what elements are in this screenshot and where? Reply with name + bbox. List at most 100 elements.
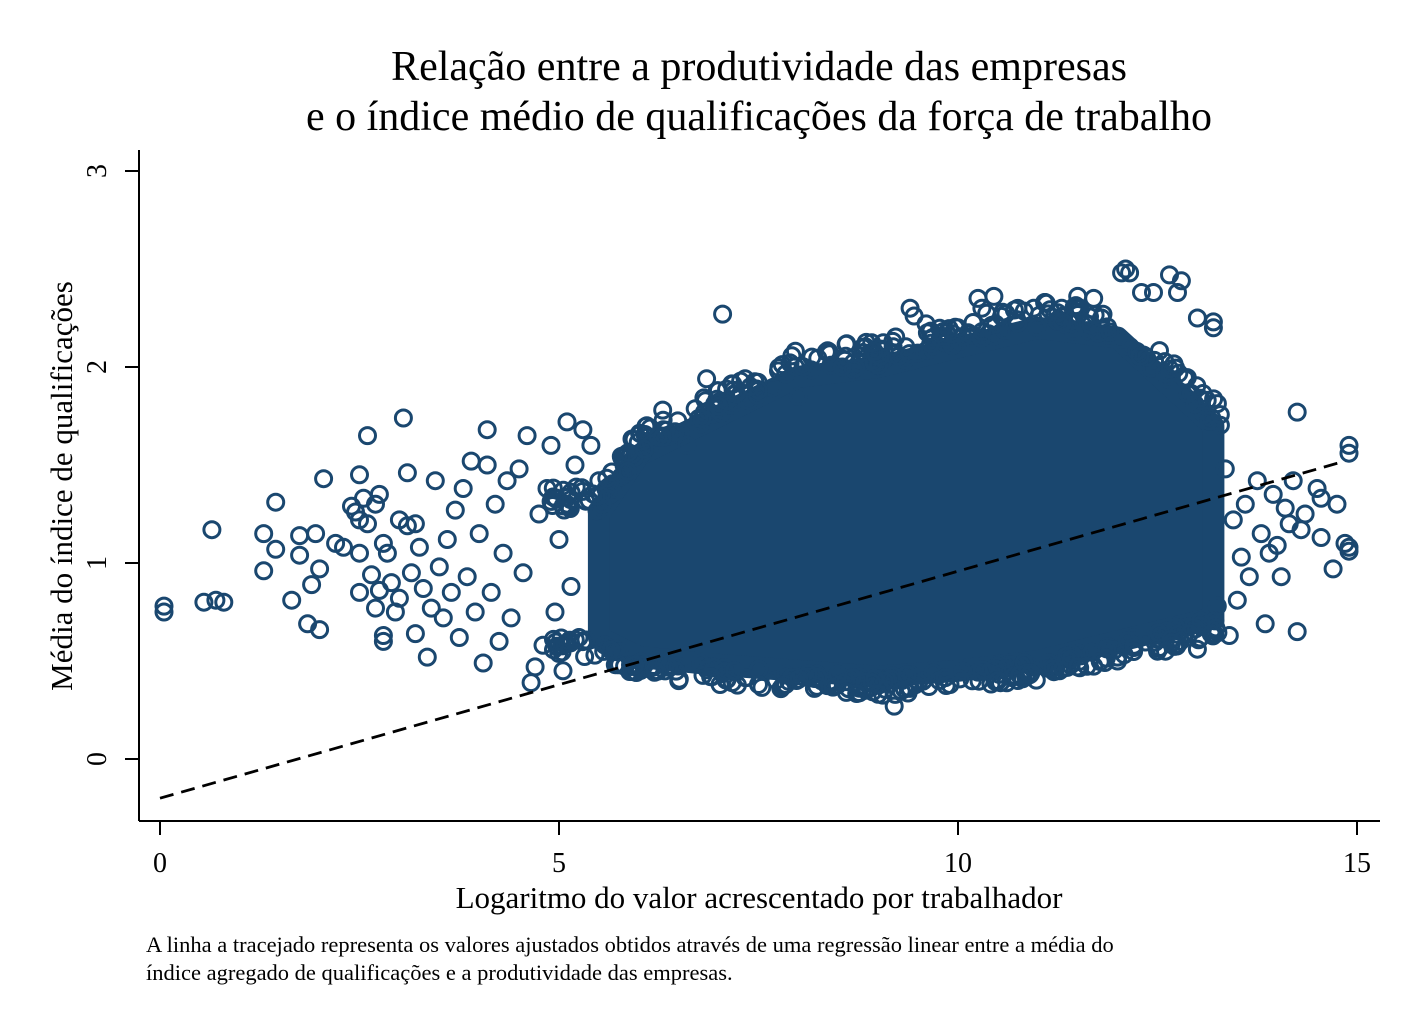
scatter-point [1176, 369, 1195, 389]
scatter-point [1210, 405, 1230, 425]
scatter-point [1010, 665, 1030, 685]
y-axis-ticks: 0 1 2 3 [82, 164, 139, 766]
scatter-point [202, 520, 222, 540]
scatter-point [266, 492, 286, 512]
scatter-point [749, 675, 768, 694]
scatter-point [541, 435, 561, 455]
scatter-point [984, 286, 1004, 306]
scatter-point [465, 602, 485, 622]
scatter-point [1339, 435, 1359, 455]
scatter-point [373, 533, 393, 553]
scatter-point [1130, 347, 1150, 366]
scatter-point [561, 577, 581, 596]
scatter-point [589, 471, 609, 491]
scatter-point [545, 602, 565, 622]
scatter-point [634, 439, 654, 459]
scatter-point [1251, 524, 1271, 544]
x-tick-label: 10 [944, 848, 972, 879]
fitted-regression-line [159, 459, 1346, 800]
scatter-point [549, 530, 569, 549]
y-tick-label: 1 [82, 556, 113, 570]
scatter-point [369, 484, 389, 504]
scatter-point [939, 319, 959, 339]
scatter-point [653, 400, 673, 420]
scatter-point [1008, 313, 1028, 333]
scatter-point [868, 684, 888, 704]
scatter-point [1190, 388, 1210, 408]
scatter-point [397, 463, 417, 483]
scatter-point [1024, 298, 1044, 318]
scatter-point [481, 582, 501, 602]
scatter-point [1020, 665, 1040, 685]
scatter-point [988, 671, 1008, 691]
scatter-point [828, 664, 848, 684]
scatter-point [194, 592, 214, 612]
scatter-point [417, 647, 437, 667]
scatter-point [214, 592, 234, 612]
scatter-point [772, 677, 792, 696]
scatter-point [808, 667, 828, 687]
scatter-point [473, 653, 493, 673]
chart-title-line-1: Relação entre a produtividade das empres… [391, 44, 1127, 90]
scatter-point [1283, 471, 1303, 491]
scatter-point [701, 667, 721, 687]
scatter-point [1171, 271, 1191, 291]
x-tick-label: 15 [1343, 848, 1371, 879]
scatter-point [381, 573, 401, 593]
scatter-point [1271, 567, 1291, 587]
scatter-point [1144, 283, 1163, 302]
x-tick-label: 5 [552, 848, 566, 879]
scatter-point [553, 661, 573, 681]
scatter-point [573, 420, 593, 440]
scatter-point [350, 543, 369, 563]
scatter-point [1052, 312, 1072, 332]
scatter-point [585, 645, 605, 665]
scatter-point [543, 496, 563, 515]
scatter-point [652, 428, 672, 447]
scatter-point [405, 624, 425, 644]
x-axis-ticks: 0 5 10 15 [153, 821, 1371, 879]
scatter-point [457, 567, 477, 587]
scatter-point [789, 669, 809, 689]
scatter-point [429, 557, 449, 577]
scatter-point [1187, 639, 1207, 659]
scatter-point [697, 369, 717, 389]
scatter-point [421, 598, 441, 618]
scatter-point [1210, 415, 1230, 435]
scatter-point [254, 561, 274, 581]
scatter-point [529, 504, 549, 524]
chart-title-line-2: e o índice médio de qualificações da for… [306, 94, 1212, 140]
scatter-point [489, 631, 509, 651]
scatter-point [769, 361, 788, 381]
scatter-point [864, 341, 884, 361]
scatter-point [377, 543, 397, 563]
scatter-point [1068, 657, 1088, 677]
scatter-point [1323, 559, 1343, 579]
fitted-line-group [159, 459, 1346, 800]
scatter-point [154, 596, 174, 616]
scatter-point [804, 678, 824, 698]
scatter-point [565, 455, 585, 475]
scatter-point [350, 582, 369, 602]
scatter-point [537, 479, 557, 498]
scatter-point [836, 682, 856, 702]
scatter-point [437, 530, 457, 549]
scatter-point [1108, 651, 1128, 671]
scatter-point [1339, 443, 1359, 463]
scatter-point [694, 388, 714, 408]
scatter-point [971, 328, 991, 348]
scatter-point [1043, 659, 1063, 679]
scatter-point [752, 677, 772, 697]
scatter-point [546, 632, 566, 652]
scatter-point [1148, 641, 1167, 661]
scatter-point [358, 514, 377, 534]
scatter-point [350, 465, 369, 485]
scatter-point [692, 409, 712, 429]
scatter-point [310, 620, 330, 640]
scatter-point [413, 579, 433, 598]
scatter-point [358, 426, 377, 446]
scatter-point [886, 327, 906, 347]
scatter-point [561, 490, 581, 510]
